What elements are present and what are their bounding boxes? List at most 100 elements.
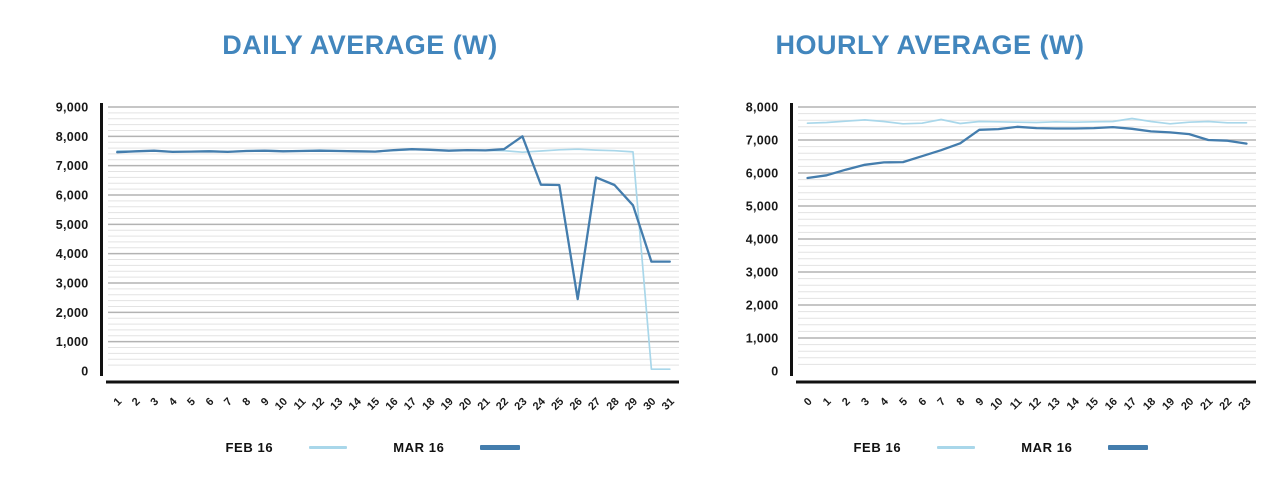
svg-text:1: 1: [112, 396, 125, 409]
svg-text:20: 20: [1179, 396, 1196, 413]
svg-text:4: 4: [878, 395, 891, 408]
legend-item-feb16: FEB 16: [854, 440, 976, 455]
svg-text:4,000: 4,000: [56, 247, 89, 261]
svg-text:28: 28: [605, 396, 622, 413]
svg-text:16: 16: [1103, 396, 1120, 413]
svg-text:8: 8: [240, 396, 253, 409]
svg-text:25: 25: [549, 396, 566, 413]
svg-text:2,000: 2,000: [56, 306, 89, 320]
svg-text:6,000: 6,000: [56, 189, 89, 203]
svg-text:9: 9: [259, 396, 272, 409]
svg-text:21: 21: [476, 396, 493, 413]
hourly-chart-title: HOURLY AVERAGE (W): [775, 30, 1085, 60]
legend-label-feb16: FEB 16: [225, 439, 274, 455]
legend-label-feb16: FEB 16: [853, 439, 902, 455]
svg-text:8: 8: [955, 396, 968, 409]
svg-text:1,000: 1,000: [56, 335, 89, 349]
svg-text:13: 13: [1046, 396, 1063, 413]
svg-text:31: 31: [660, 396, 677, 413]
svg-text:3: 3: [859, 396, 872, 409]
gridlines: [108, 106, 679, 366]
svg-text:3,000: 3,000: [746, 266, 779, 280]
svg-text:18: 18: [420, 396, 437, 413]
svg-text:0: 0: [802, 396, 815, 409]
x-tick-labels: 1 2 3 4 5 6 7 8 9 10 11 12 13 14 15 16 17 18 19 20 21 22 23 24 2…: [112, 395, 677, 413]
svg-text:17: 17: [1122, 396, 1139, 413]
svg-text:7,000: 7,000: [746, 134, 779, 148]
svg-text:18: 18: [1141, 396, 1158, 413]
svg-text:11: 11: [1008, 396, 1025, 413]
svg-text:7,000: 7,000: [56, 159, 89, 173]
legend-label-mar16: MAR 16: [1021, 439, 1073, 455]
svg-text:2,000: 2,000: [746, 299, 779, 313]
svg-text:5: 5: [185, 396, 198, 409]
legend-label-mar16: MAR 16: [393, 439, 445, 455]
svg-text:15: 15: [365, 396, 382, 413]
svg-text:15: 15: [1084, 396, 1101, 413]
svg-text:3: 3: [148, 396, 161, 409]
series-line-mar16: [806, 125, 1248, 180]
svg-text:1: 1: [821, 396, 834, 409]
svg-text:5: 5: [897, 396, 910, 409]
svg-text:0: 0: [81, 365, 88, 379]
legend-item-mar16: MAR 16: [393, 439, 521, 455]
hourly-chart-legend: FEB 16 MAR 16: [801, 437, 1201, 457]
svg-text:8,000: 8,000: [56, 130, 89, 144]
svg-text:8,000: 8,000: [746, 101, 779, 115]
svg-text:9: 9: [974, 396, 987, 409]
svg-text:10: 10: [273, 396, 290, 413]
svg-text:23: 23: [512, 396, 529, 413]
svg-text:12: 12: [1027, 396, 1044, 413]
svg-text:23: 23: [1236, 396, 1253, 413]
svg-text:21: 21: [1198, 396, 1215, 413]
svg-text:6: 6: [204, 396, 217, 409]
svg-text:7: 7: [935, 396, 948, 409]
svg-text:20: 20: [457, 396, 474, 413]
svg-text:10: 10: [988, 396, 1005, 413]
svg-text:6,000: 6,000: [746, 167, 779, 181]
svg-text:6: 6: [916, 396, 929, 409]
svg-text:4: 4: [167, 395, 180, 408]
svg-text:12: 12: [310, 396, 327, 413]
svg-text:2: 2: [130, 396, 143, 409]
legend-item-feb16: FEB 16: [226, 440, 348, 455]
svg-text:27: 27: [586, 396, 603, 413]
svg-text:17: 17: [402, 396, 419, 413]
svg-text:19: 19: [1160, 396, 1177, 413]
svg-text:3,000: 3,000: [56, 277, 89, 291]
series-line-mar16: [116, 135, 671, 301]
feb16-line-swatch: [309, 445, 348, 449]
y-tick-labels: 0 1,000 2,000 3,000 4,000 5,000 6,000 7,000 8,00…: [746, 101, 779, 379]
mar16-line-swatch: [480, 444, 521, 450]
gridlines: [798, 106, 1256, 365]
svg-text:19: 19: [439, 396, 456, 413]
svg-text:5,000: 5,000: [746, 200, 779, 214]
svg-text:5,000: 5,000: [56, 218, 89, 232]
svg-text:22: 22: [1217, 396, 1234, 413]
svg-text:26: 26: [568, 396, 585, 413]
daily-chart-legend: FEB 16 MAR 16: [173, 437, 573, 457]
x-tick-labels: 0 1 2 3 4 5 6 7 8 9 10 11 12 13 14 15 16 17 18 19 20 21 22 23: [802, 395, 1254, 413]
y-tick-labels: 0 1,000 2,000 3,000 4,000 5,000 6,000 7,000 8,00…: [56, 101, 89, 379]
svg-text:22: 22: [494, 396, 511, 413]
svg-text:0: 0: [771, 365, 778, 379]
mar16-line-swatch: [1108, 444, 1149, 450]
svg-text:29: 29: [623, 396, 640, 413]
svg-text:30: 30: [641, 396, 658, 413]
svg-text:24: 24: [531, 395, 549, 413]
svg-text:1,000: 1,000: [746, 332, 779, 346]
legend-item-mar16: MAR 16: [1021, 439, 1149, 455]
feb16-line-swatch: [937, 445, 976, 449]
svg-text:13: 13: [328, 396, 345, 413]
daily-chart-plot: 0 1,000 2,000 3,000 4,000 5,000 6,000 7,000 8,00…: [56, 101, 679, 413]
svg-text:16: 16: [383, 396, 400, 413]
svg-text:7: 7: [222, 396, 235, 409]
svg-text:11: 11: [292, 396, 309, 413]
svg-text:4,000: 4,000: [746, 233, 779, 247]
svg-text:2: 2: [840, 396, 853, 409]
svg-text:9,000: 9,000: [56, 101, 89, 115]
svg-text:14: 14: [1065, 395, 1083, 413]
hourly-chart-plot: 0 1,000 2,000 3,000 4,000 5,000 6,000 7,000 8,00…: [746, 101, 1256, 413]
series-line-feb16: [806, 117, 1248, 125]
